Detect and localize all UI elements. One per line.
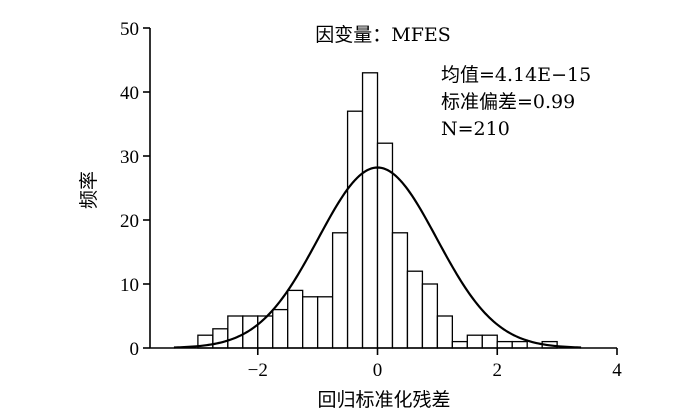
- histogram-bar: [511, 340, 528, 349]
- x-tick-label: 0: [373, 360, 383, 381]
- histogram-bar: [272, 308, 289, 349]
- y-tick-label: 10: [120, 275, 139, 296]
- histogram-bar: [316, 296, 334, 349]
- y-tick-label: 40: [120, 83, 139, 104]
- stat-n: N=210: [441, 118, 510, 140]
- histogram-bar: [421, 283, 439, 349]
- x-axis-label: 回归标准化残差: [317, 389, 450, 411]
- stat-mean: 均值=4.14E−15: [441, 64, 591, 86]
- histogram-bar: [376, 142, 394, 349]
- axes-layer: 0 10 20 30 40 50 −2 0 2 4: [120, 19, 622, 381]
- histogram-bar: [406, 270, 424, 349]
- histogram-bar: [257, 315, 274, 349]
- histogram-bar: [212, 328, 229, 349]
- histogram-bar: [287, 289, 304, 349]
- histogram-bar: [451, 340, 468, 349]
- histogram-bar: [302, 296, 319, 349]
- bars-layer: [197, 72, 558, 349]
- histogram-bar: [227, 315, 244, 349]
- y-tick-label: 30: [120, 147, 139, 168]
- histogram-bar: [391, 232, 409, 349]
- histogram-bar: [481, 334, 498, 349]
- histogram-bar: [361, 72, 379, 349]
- histogram-bar: [346, 110, 364, 349]
- y-axis-label: 频率: [78, 171, 100, 209]
- histogram-bar: [496, 340, 513, 349]
- y-tick-label: 50: [120, 19, 139, 40]
- x-tick-label: 4: [612, 360, 622, 381]
- histogram-bar: [331, 232, 349, 349]
- stat-std-dev: 标准偏差=0.99: [441, 91, 575, 113]
- y-tick-label: 0: [130, 339, 140, 360]
- y-tick-label: 20: [120, 211, 139, 232]
- chart-title: 因变量：MFES: [315, 24, 451, 46]
- x-tick-label: 2: [493, 360, 503, 381]
- normal-curve: [173, 166, 582, 349]
- histogram-bar: [436, 315, 454, 349]
- x-tick-label: −2: [248, 360, 268, 381]
- histogram-bar: [466, 334, 483, 349]
